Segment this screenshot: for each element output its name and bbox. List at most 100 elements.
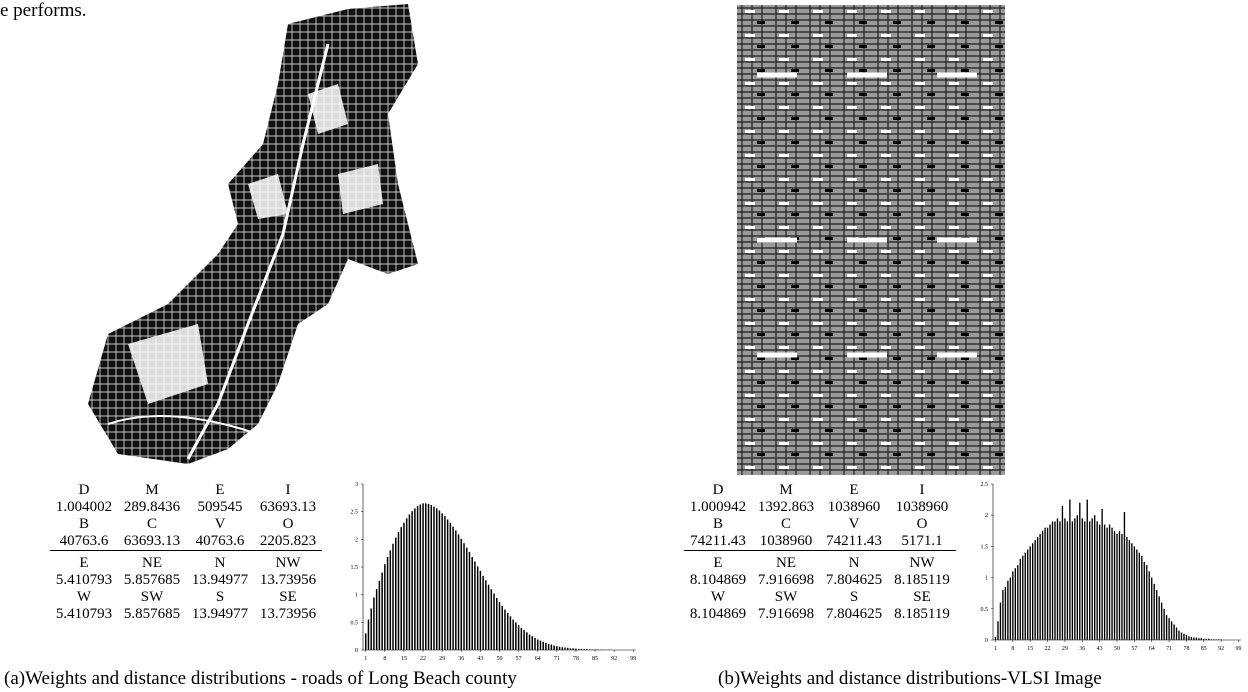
bar: [1108, 524, 1111, 640]
bar: [1089, 521, 1091, 640]
table-label: I: [919, 482, 925, 498]
bar: [465, 547, 468, 650]
histogram: 0 0.5 1 1.5 2 2.5 3 1 8 15 22 29 36 43 50 57 64 71 78 85 92 9…: [351, 482, 637, 662]
bar: [517, 625, 520, 650]
bar: [422, 503, 424, 650]
bar: [416, 506, 419, 650]
bar: [1046, 527, 1049, 640]
table-row: 8.104869 7.916698 7.804625 8.185119: [684, 606, 956, 623]
bar: [463, 543, 465, 650]
table-value: 7.916698: [757, 606, 815, 622]
bar: [569, 648, 572, 650]
bar: [1136, 549, 1138, 640]
x-tick-label: 92: [1218, 646, 1224, 652]
caption: (a)Weights and distance distributions - …: [4, 668, 517, 689]
bar: [452, 526, 454, 650]
bar: [397, 532, 400, 650]
bar: [474, 561, 476, 650]
table-value: 13.94977: [191, 572, 249, 588]
bar: [364, 633, 367, 650]
bar: [1079, 502, 1081, 640]
bar: [1111, 527, 1113, 640]
bar: [1084, 521, 1086, 640]
bar: [572, 648, 574, 650]
table-label: O: [282, 516, 294, 532]
table-label: NE: [776, 555, 796, 571]
table-value: 7.804625: [825, 572, 883, 588]
table-value: 1.000942: [689, 499, 747, 515]
table-label: B: [78, 516, 89, 532]
bar: [460, 538, 463, 650]
x-tick-label: 43: [477, 656, 483, 662]
x-tick-label: 99: [1236, 646, 1242, 652]
x-tick-label: 36: [1079, 646, 1085, 652]
bar: [1056, 518, 1059, 640]
table-label: N: [214, 555, 226, 571]
bar: [1007, 580, 1009, 640]
bar: [1170, 621, 1173, 640]
bar: [381, 572, 383, 650]
bar: [1190, 636, 1193, 640]
x-tick-label: 1: [994, 646, 997, 652]
bar: [378, 580, 381, 650]
bar: [588, 649, 591, 650]
table-value: 40763.6: [59, 533, 109, 549]
x-tick-label: 29: [439, 656, 445, 662]
bar: [1029, 546, 1031, 640]
bar: [435, 508, 438, 650]
bar: [501, 605, 503, 650]
bar: [1049, 524, 1051, 640]
bar: [389, 550, 392, 650]
table-row: 1.000942 1392.863 1038960 1038960: [684, 499, 956, 516]
bar: [1193, 637, 1195, 640]
x-tick-label: 36: [458, 656, 464, 662]
bar: [1155, 590, 1158, 640]
table-row: W SW S SE: [50, 589, 322, 606]
table-label: E: [849, 482, 859, 498]
bar: [1198, 638, 1200, 640]
y-tick-label: 0: [355, 648, 358, 654]
bar: [1208, 638, 1210, 640]
bar: [1081, 518, 1083, 640]
bar: [438, 510, 441, 650]
bar: [485, 580, 487, 650]
x-tick-label: 57: [516, 656, 522, 662]
table-label: W: [76, 589, 92, 605]
table-value: 1038960: [827, 499, 881, 515]
bar: [411, 511, 413, 650]
table-label: W: [710, 589, 726, 605]
bar: [1133, 546, 1136, 640]
y-tick-label: 1.5: [351, 565, 359, 571]
bar: [1217, 639, 1220, 640]
table-value: 8.104869: [689, 606, 747, 622]
table-value: 40763.6: [195, 533, 245, 549]
bar: [1173, 624, 1175, 640]
table-value: 74211.43: [690, 533, 746, 549]
x-tick-label: 22: [420, 656, 426, 662]
bar: [1213, 639, 1215, 640]
bar: [1178, 630, 1180, 640]
table-label: E: [215, 482, 225, 498]
bar: [1185, 635, 1188, 640]
bar: [1163, 608, 1165, 640]
table-label: SE: [279, 589, 297, 605]
x-tick-label: 85: [592, 656, 598, 662]
bar: [1203, 638, 1205, 640]
bar: [1160, 602, 1163, 640]
bar: [1158, 596, 1160, 640]
bar: [1200, 638, 1203, 640]
bar: [419, 504, 422, 650]
bar: [566, 647, 569, 650]
table-value: 7.804625: [825, 606, 883, 622]
table-row: W SW S SE: [684, 589, 956, 606]
bar: [528, 634, 531, 650]
bar: [1153, 583, 1155, 640]
bar: [994, 636, 997, 640]
bar: [496, 597, 498, 650]
bar: [594, 649, 596, 650]
table-value: 5.410793: [55, 572, 113, 588]
bar: [1034, 540, 1036, 640]
table-label: D: [78, 482, 90, 498]
table-value: 1038960: [759, 533, 813, 549]
